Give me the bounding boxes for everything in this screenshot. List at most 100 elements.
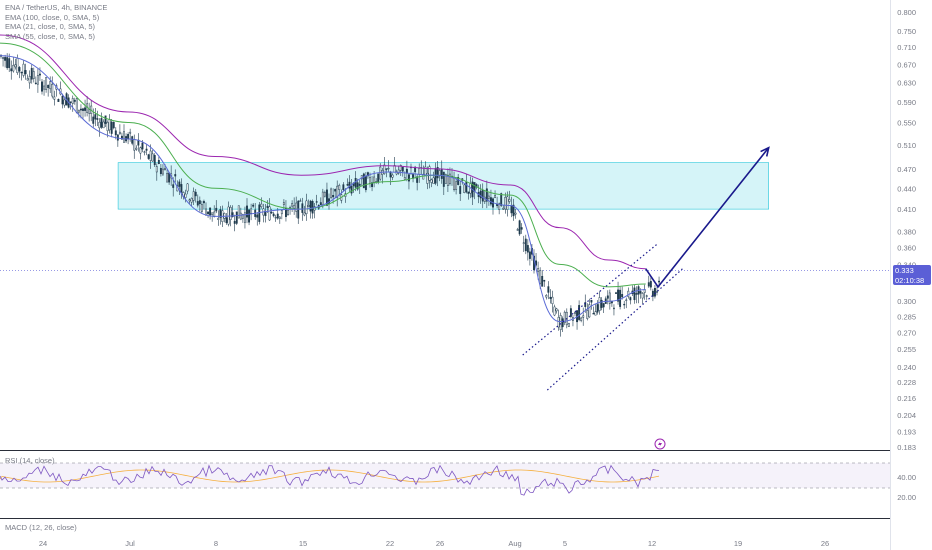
candle-body: [143, 151, 146, 153]
candle-body: [237, 205, 240, 219]
candle-body: [389, 171, 392, 178]
candle-body: [438, 170, 441, 177]
candle-body: [459, 186, 462, 194]
candle-body: [654, 288, 656, 297]
candle-body: [180, 184, 183, 193]
candle-body: [518, 220, 521, 235]
time-label: 19: [734, 539, 742, 548]
ema100-line: [0, 34, 646, 270]
candle-body: [174, 174, 177, 177]
candle-body: [215, 207, 218, 212]
candle-body: [291, 203, 294, 207]
candle-body: [633, 287, 636, 301]
candle-body: [22, 63, 25, 76]
candle-body: [647, 282, 650, 287]
projection-arrow[interactable]: [645, 147, 770, 289]
symbol-title[interactable]: ENA / TetherUS, 4h, BINANCE: [5, 3, 108, 12]
candle-body: [164, 168, 166, 171]
ema21-legend[interactable]: EMA (21, close, 0, SMA, 5): [5, 22, 96, 31]
candle-body: [434, 168, 437, 184]
candle-body: [455, 181, 458, 190]
price-axis[interactable]: 0.800 0.750 0.710 0.670 0.630 0.590 0.550 0.510…: [897, 8, 916, 452]
candle-body: [287, 210, 289, 215]
price-label: 0.340: [897, 260, 916, 269]
candle-body: [145, 148, 148, 151]
candle-body: [391, 174, 394, 178]
candle-body: [139, 147, 142, 154]
candle-body: [385, 168, 388, 170]
candle-body: [446, 174, 449, 186]
price-label: 0.630: [897, 78, 916, 87]
candle-body: [528, 251, 531, 259]
candle-body: [586, 310, 589, 319]
time-axis[interactable]: 24 Jul 8 15 22 26 Aug 5 12 19 26: [39, 539, 829, 548]
candle-body: [229, 207, 232, 220]
candle-body: [610, 301, 613, 304]
candle-body: [537, 268, 540, 272]
candle-body: [92, 116, 95, 124]
candle-body: [436, 167, 439, 179]
candle-body: [364, 175, 367, 191]
candle-body: [274, 216, 277, 219]
candle-body: [270, 211, 273, 214]
candle-body: [354, 178, 357, 188]
candle-body: [541, 276, 544, 287]
candle-body: [449, 173, 451, 184]
candle-body: [157, 160, 160, 165]
candle-body: [543, 279, 546, 282]
candle-body: [127, 134, 130, 139]
candle-body: [104, 115, 107, 124]
candle-body: [369, 177, 371, 184]
rsi-label[interactable]: RSI (14, close): [5, 456, 55, 465]
candle-body: [332, 194, 335, 198]
candle-body: [526, 245, 529, 253]
candle-body: [207, 211, 210, 215]
rsi-ma-line: [0, 469, 660, 483]
candle-body: [110, 121, 113, 134]
candle-body: [623, 303, 626, 306]
candle-body: [32, 71, 35, 79]
candle-body: [282, 202, 285, 205]
candle-body: [192, 191, 195, 201]
candle-body: [112, 121, 115, 129]
candle-body: [658, 280, 660, 283]
candle-body: [578, 305, 581, 320]
time-label: 26: [436, 539, 444, 548]
candle-body: [590, 299, 593, 303]
price-label: 0.670: [897, 60, 916, 69]
macd-label[interactable]: MACD (12, 26, close): [5, 523, 77, 532]
candle-body: [250, 208, 253, 214]
candle-body: [299, 200, 302, 202]
candle-body: [387, 167, 390, 170]
candle-body: [28, 76, 31, 84]
candle-body: [248, 209, 251, 223]
candle-body: [239, 212, 242, 220]
candle-body: [481, 189, 484, 202]
rsi-axis-label: 40.00: [897, 473, 916, 482]
rsi-axis[interactable]: 40.00 20.00: [897, 473, 916, 502]
sma55-legend[interactable]: SMA (55, close, 0, SMA, 5): [5, 31, 96, 41]
candle-body: [358, 183, 361, 186]
current-price-badge: 0.333 02:10:38: [893, 265, 931, 285]
time-label: 26: [821, 539, 829, 548]
candle-body: [356, 182, 359, 190]
candle-body: [397, 169, 400, 174]
candle-body: [457, 176, 460, 185]
candle-body: [547, 286, 550, 293]
channel-upper-line[interactable]: [522, 242, 659, 356]
candle-body: [293, 205, 296, 209]
candle-body: [362, 173, 365, 189]
candle-body: [569, 308, 572, 317]
price-label: 0.510: [897, 141, 916, 150]
lightning-icon[interactable]: [654, 438, 666, 450]
candle-body: [8, 58, 11, 68]
candle-body: [168, 172, 171, 183]
candle-body: [34, 82, 37, 85]
candle-body: [557, 317, 560, 328]
candle-body: [641, 293, 644, 299]
candle-body: [428, 166, 431, 181]
candle-body: [399, 164, 402, 171]
ema100-legend[interactable]: EMA (100, close, 0, SMA, 5): [5, 12, 100, 22]
candle-body: [600, 299, 603, 308]
